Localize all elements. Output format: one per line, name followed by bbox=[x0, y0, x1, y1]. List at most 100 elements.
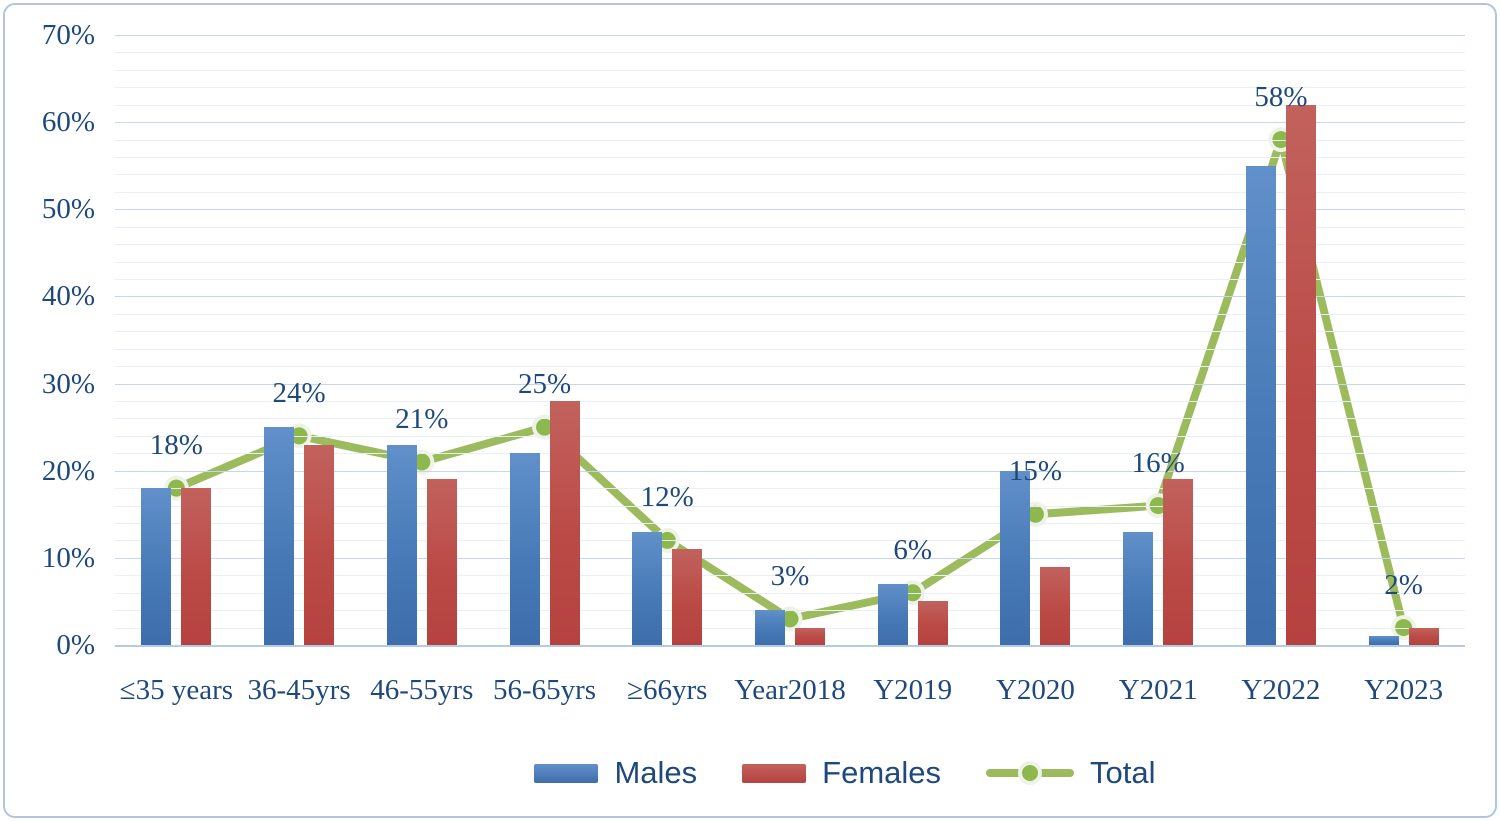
legend-label-total: Total bbox=[1090, 755, 1156, 790]
bar-females bbox=[672, 549, 703, 645]
gridline-minor bbox=[115, 592, 1465, 594]
gridline-minor bbox=[115, 279, 1465, 280]
x-category-label: ≤35 years bbox=[119, 674, 234, 706]
gridline-minor bbox=[115, 313, 1465, 315]
x-category-label: Y2020 bbox=[995, 674, 1075, 706]
gridline-minor bbox=[115, 104, 1465, 106]
gridline-minor bbox=[115, 331, 1465, 333]
total-data-label: 6% bbox=[893, 533, 933, 566]
gridline-major bbox=[115, 557, 1465, 559]
x-category-label: ≥66yrs bbox=[627, 674, 708, 706]
x-category-label: 36-45yrs bbox=[247, 674, 351, 706]
legend-item-males: Males bbox=[534, 756, 697, 790]
bar-males bbox=[1000, 470, 1031, 645]
bar-females bbox=[917, 601, 948, 645]
y-axis-tick-label: 60% bbox=[41, 106, 95, 139]
y-axis-tick-label: 10% bbox=[41, 541, 95, 574]
total-data-label: 15% bbox=[1008, 455, 1063, 488]
x-category-label: Y2021 bbox=[1118, 674, 1198, 706]
bar-males bbox=[877, 584, 908, 645]
gridline-minor bbox=[115, 87, 1465, 89]
bar-males bbox=[141, 488, 172, 645]
bar-males bbox=[264, 427, 295, 645]
total-data-label: 3% bbox=[770, 559, 810, 592]
bar-females bbox=[1285, 104, 1316, 645]
gridline-minor bbox=[115, 348, 1465, 350]
y-axis-tick-label: 40% bbox=[41, 280, 95, 313]
gridline-major bbox=[115, 35, 1465, 36]
y-axis-tick-label: 70% bbox=[41, 19, 95, 51]
x-category-label: Y2019 bbox=[873, 674, 953, 706]
legend-item-females: Females bbox=[742, 756, 941, 790]
total-data-label: 21% bbox=[395, 403, 449, 435]
gridline-minor bbox=[115, 575, 1465, 577]
x-category-label: Year2018 bbox=[734, 674, 846, 706]
gridline-minor bbox=[115, 488, 1465, 490]
gridline-major bbox=[115, 209, 1465, 211]
bar-males bbox=[386, 444, 417, 645]
total-marker bbox=[413, 453, 431, 471]
gridline-minor bbox=[115, 244, 1465, 246]
bar-males bbox=[1368, 636, 1399, 645]
total-data-label: 2% bbox=[1384, 568, 1423, 601]
total-data-label: 12% bbox=[640, 481, 694, 514]
y-axis-tick-label: 20% bbox=[41, 454, 95, 487]
bar-females bbox=[549, 401, 580, 645]
y-axis-tick-label: 30% bbox=[41, 367, 95, 400]
x-category-label: 46-55yrs bbox=[370, 674, 474, 706]
gridline-major bbox=[115, 296, 1465, 298]
total-data-label: 25% bbox=[517, 368, 572, 401]
bar-females bbox=[795, 627, 825, 645]
gridline-minor bbox=[115, 261, 1465, 263]
males-swatch-icon bbox=[534, 763, 599, 783]
gridline-minor bbox=[115, 69, 1465, 71]
total-data-label: 24% bbox=[272, 376, 326, 409]
bar-males bbox=[1245, 165, 1276, 645]
gridline-minor bbox=[115, 401, 1465, 402]
y-axis-tick-label: 50% bbox=[41, 193, 95, 226]
bar-females bbox=[1163, 479, 1194, 645]
gridline-minor bbox=[115, 52, 1465, 54]
total-marker bbox=[536, 418, 554, 436]
gridline-minor bbox=[115, 226, 1465, 228]
bar-females bbox=[1408, 627, 1439, 645]
gridline-minor bbox=[115, 139, 1465, 141]
bar-females bbox=[304, 444, 335, 645]
gridline-minor bbox=[115, 174, 1465, 176]
chart-legend: Males Females Total bbox=[95, 756, 1500, 790]
gridline-minor bbox=[115, 435, 1465, 437]
x-category-label: Y2023 bbox=[1364, 674, 1444, 706]
gridline-minor bbox=[115, 627, 1465, 629]
legend-item-total: Total bbox=[986, 755, 1156, 790]
gridline-minor bbox=[115, 366, 1465, 368]
total-data-label: 58% bbox=[1254, 80, 1308, 113]
x-category-label: Y2022 bbox=[1241, 674, 1321, 706]
bar-females bbox=[426, 479, 457, 645]
bar-males bbox=[1123, 531, 1154, 645]
bar-males bbox=[509, 453, 540, 645]
bar-males bbox=[632, 531, 663, 645]
gridline-major bbox=[115, 470, 1465, 472]
total-data-label: 18% bbox=[149, 429, 203, 462]
total-data-label: 16% bbox=[1131, 446, 1185, 479]
gridline-minor bbox=[115, 610, 1465, 612]
gridline-minor bbox=[115, 453, 1465, 455]
gridline-major bbox=[115, 383, 1465, 385]
x-category-label: 56-65yrs bbox=[492, 674, 597, 706]
legend-label-females: Females bbox=[822, 755, 942, 790]
total-line-swatch-icon bbox=[986, 760, 1075, 786]
legend-label-males: Males bbox=[614, 755, 698, 790]
gridline-minor bbox=[115, 505, 1465, 507]
total-marker bbox=[1026, 505, 1044, 523]
gridline-minor bbox=[115, 191, 1465, 193]
x-axis-line bbox=[115, 645, 1465, 647]
total-marker bbox=[781, 610, 799, 628]
y-axis-tick-label: 0% bbox=[56, 629, 95, 661]
gridline-minor bbox=[115, 157, 1465, 158]
bar-females bbox=[1040, 566, 1071, 645]
gridline-minor bbox=[115, 523, 1465, 524]
gridline-minor bbox=[115, 418, 1465, 420]
gridline-major bbox=[115, 122, 1465, 124]
bar-males bbox=[755, 610, 785, 645]
